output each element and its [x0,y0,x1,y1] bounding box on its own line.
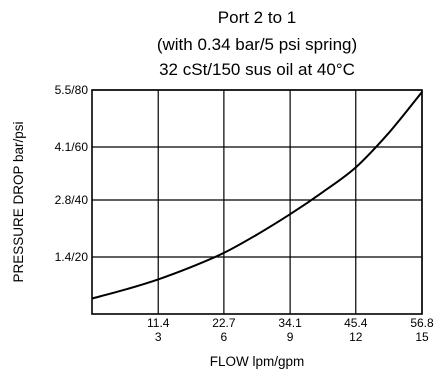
x-tick-label-lpm: 56.8 [410,316,434,330]
x-tick-label-gpm: 15 [415,330,429,344]
x-tick-label-lpm: 45.4 [344,316,368,330]
x-tick-label-gpm: 12 [349,330,363,344]
x-tick-label-lpm: 11.4 [147,316,170,330]
x-tick-labels: 11.43 22.76 34.19 45.412 56.815 [147,316,434,344]
series-line [91,91,423,300]
x-tick-label-gpm: 6 [221,330,228,344]
plot-frame [91,89,423,315]
x-tick-label-lpm: 34.1 [278,316,302,330]
chart-title-line-2: (with 0.34 bar/5 psi spring) [156,35,358,54]
x-axis-label: FLOW lpm/gpm [210,354,305,369]
x-tick-label-lpm: 22.7 [212,316,236,330]
y-tick-label: 5.5/80 [55,83,89,97]
x-tick-label-gpm: 3 [155,330,162,344]
chart-title-line-3: 32 cSt/150 sus oil at 40°C [159,60,355,79]
y-tick-label: 1.4/20 [55,250,89,264]
grid-layer [92,89,423,314]
chart-title-line-1: Port 2 to 1 [217,8,297,27]
y-axis-label: PRESSURE DROP bar/psi [11,121,26,282]
x-tick-label-gpm: 9 [287,330,294,344]
y-tick-labels: 1.4/20 2.8/40 4.1/60 5.5/80 [55,83,89,264]
y-tick-label: 4.1/60 [55,140,89,154]
y-tick-label: 2.8/40 [55,193,89,207]
